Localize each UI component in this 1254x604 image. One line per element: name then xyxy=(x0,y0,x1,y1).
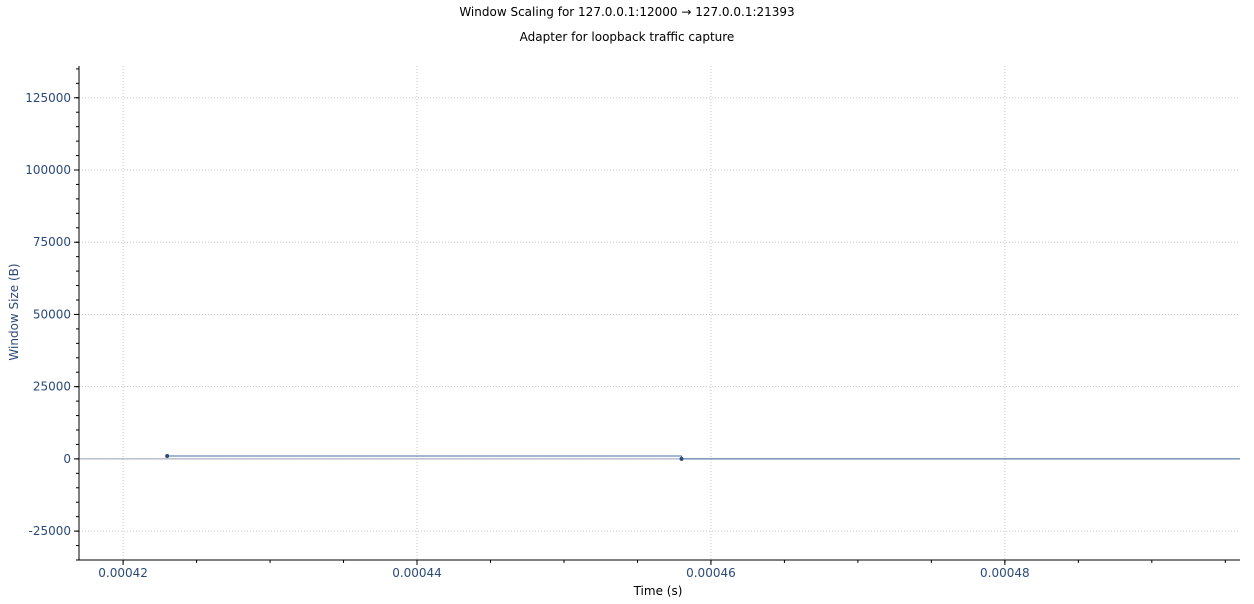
y-tick-label: 50000 xyxy=(33,307,71,321)
axes xyxy=(78,66,1240,561)
y-tick-label: 75000 xyxy=(33,235,71,249)
grid-lines xyxy=(79,66,1240,560)
chart-title: Window Scaling for 127.0.0.1:12000 → 127… xyxy=(459,5,795,19)
y-tick-label: 0 xyxy=(63,452,71,466)
x-axis-ticks: 0.00042 0.00044 0.00046 0.00048 xyxy=(98,560,1226,580)
y-tick-label: -25000 xyxy=(28,524,71,538)
chart-subtitle: Adapter for loopback traffic capture xyxy=(519,30,735,44)
x-tick-label: 0.00042 xyxy=(98,566,148,580)
y-tick-label: 125000 xyxy=(25,91,71,105)
y-tick-label: 100000 xyxy=(25,163,71,177)
x-axis-label: Time (s) xyxy=(633,584,683,598)
x-tick-label: 0.00048 xyxy=(980,566,1030,580)
series-group xyxy=(165,454,1240,461)
data-point[interactable] xyxy=(679,456,684,461)
x-tick-label: 0.00044 xyxy=(392,566,442,580)
x-tick-label: 0.00046 xyxy=(686,566,736,580)
y-axis-label: Window Size (B) xyxy=(7,263,21,360)
y-axis-ticks: -25000 0 25000 50000 75000 100000 125000 xyxy=(25,68,79,561)
data-point[interactable] xyxy=(165,454,170,458)
y-tick-label: 25000 xyxy=(33,380,71,394)
